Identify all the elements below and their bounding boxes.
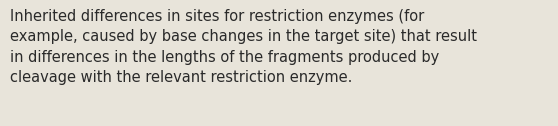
Text: Inherited differences in sites for restriction enzymes (for
example, caused by b: Inherited differences in sites for restr…: [10, 9, 477, 85]
